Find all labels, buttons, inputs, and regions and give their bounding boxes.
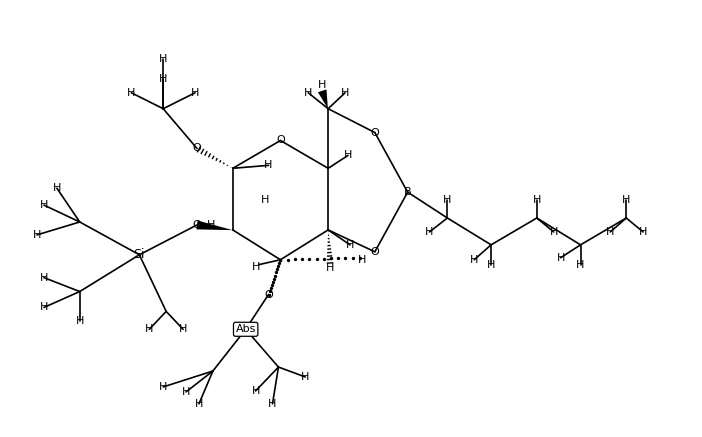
Text: H: H bbox=[358, 255, 366, 265]
Text: H: H bbox=[261, 195, 270, 205]
Text: H: H bbox=[304, 88, 312, 98]
Text: O: O bbox=[192, 143, 201, 153]
Text: H: H bbox=[265, 160, 272, 170]
Text: H: H bbox=[159, 74, 167, 84]
Text: H: H bbox=[251, 262, 260, 272]
Text: H: H bbox=[346, 240, 355, 250]
Text: H: H bbox=[326, 263, 334, 273]
Text: H: H bbox=[557, 253, 565, 263]
Text: H: H bbox=[33, 230, 41, 240]
Text: H: H bbox=[53, 183, 61, 193]
Text: H: H bbox=[191, 88, 199, 98]
Text: H: H bbox=[533, 195, 541, 205]
Text: H: H bbox=[40, 200, 48, 210]
Text: H: H bbox=[194, 399, 203, 409]
Text: O: O bbox=[192, 220, 201, 230]
Text: H: H bbox=[159, 54, 167, 64]
Text: H: H bbox=[182, 387, 190, 397]
Text: H: H bbox=[341, 88, 349, 98]
Text: O: O bbox=[371, 128, 379, 138]
Text: H: H bbox=[550, 227, 558, 237]
Text: H: H bbox=[251, 386, 260, 396]
Polygon shape bbox=[197, 221, 233, 230]
Text: H: H bbox=[425, 227, 434, 237]
Text: H: H bbox=[622, 195, 630, 205]
Text: H: H bbox=[76, 316, 84, 326]
Text: H: H bbox=[159, 382, 167, 392]
Text: H: H bbox=[268, 399, 277, 409]
Text: H: H bbox=[443, 195, 451, 205]
Text: Abs: Abs bbox=[235, 324, 256, 334]
Text: B: B bbox=[404, 187, 411, 197]
Text: H: H bbox=[606, 227, 614, 237]
Text: H: H bbox=[179, 324, 187, 334]
Text: H: H bbox=[470, 255, 478, 265]
Text: H: H bbox=[40, 302, 48, 312]
Text: H: H bbox=[127, 88, 135, 98]
Text: Si: Si bbox=[133, 248, 145, 261]
Text: H: H bbox=[301, 372, 310, 382]
Text: H: H bbox=[487, 260, 496, 270]
Text: H: H bbox=[344, 150, 352, 160]
Text: H: H bbox=[576, 260, 585, 270]
Text: O: O bbox=[276, 135, 285, 146]
Text: O: O bbox=[264, 290, 273, 299]
Polygon shape bbox=[318, 90, 328, 109]
Text: H: H bbox=[318, 80, 326, 90]
Text: H: H bbox=[639, 227, 647, 237]
Text: H: H bbox=[145, 324, 154, 334]
Text: H: H bbox=[40, 273, 48, 283]
Text: H: H bbox=[206, 220, 215, 230]
Text: O: O bbox=[371, 247, 379, 257]
